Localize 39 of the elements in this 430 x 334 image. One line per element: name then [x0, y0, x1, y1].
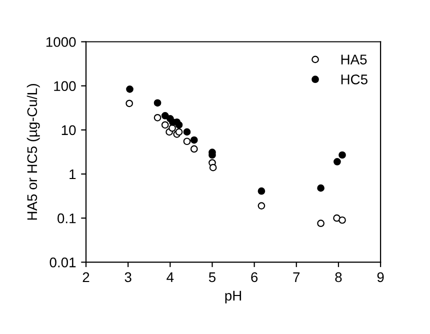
y-tick-label: 0.01	[50, 258, 76, 268]
x-tick-label: 7	[293, 272, 300, 282]
x-tick-label: 9	[377, 272, 384, 282]
legend-label: HC5	[341, 74, 368, 84]
x-axis-title: pH	[225, 290, 242, 304]
point	[161, 112, 169, 120]
point	[190, 145, 198, 153]
point	[258, 187, 266, 195]
point	[126, 85, 134, 93]
point	[209, 164, 217, 172]
point	[183, 138, 191, 146]
point	[126, 100, 134, 108]
point	[258, 202, 266, 210]
point	[183, 128, 191, 136]
y-tick-label: 0.1	[58, 213, 76, 224]
point	[154, 99, 162, 107]
y-axis-title: HA5 or HC5 (µg-Cu/L)	[26, 84, 40, 220]
legend-label: HA5	[341, 54, 367, 64]
point	[190, 136, 198, 144]
point	[154, 114, 162, 122]
y-tick-label: 1	[70, 169, 76, 180]
point	[175, 121, 183, 129]
x-tick-label: 3	[124, 272, 132, 282]
point	[175, 128, 183, 136]
y-tick-label: 100	[54, 81, 76, 92]
point	[338, 216, 346, 224]
point	[317, 220, 324, 228]
y-tick-label: 10	[62, 125, 76, 136]
point	[338, 151, 346, 159]
point	[334, 158, 341, 166]
point	[168, 124, 176, 132]
x-tick-label: 4	[166, 272, 174, 282]
x-tick-label: 5	[208, 272, 216, 282]
point	[161, 121, 169, 129]
x-tick-label: 8	[335, 272, 342, 282]
x-tick-label: 2	[82, 272, 90, 282]
y-tick-label: 1000	[46, 37, 76, 47]
x-tick-label: 6	[251, 272, 258, 282]
point	[317, 184, 324, 192]
